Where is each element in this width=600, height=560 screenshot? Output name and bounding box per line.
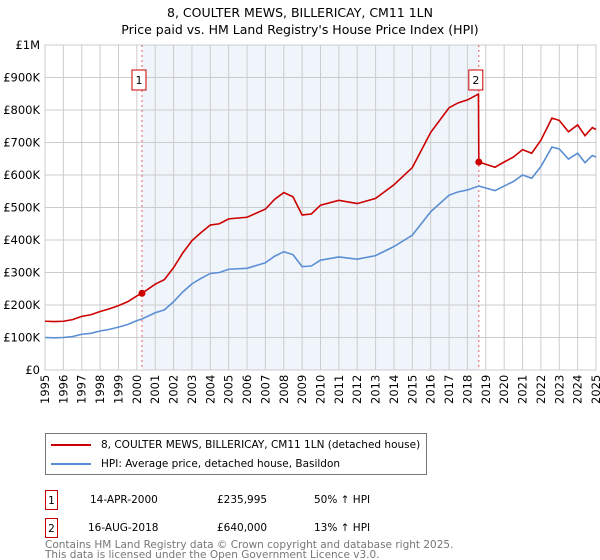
x-tick-label: 2019 [479,375,493,404]
x-tick-label: 2010 [314,375,328,404]
y-tick-label: £700K [3,136,40,150]
x-tick-label: 2007 [258,375,272,404]
x-tick-label: 2002 [167,375,181,404]
legend-label: 8, COULTER MEWS, BILLERICAY, CM11 1LN (d… [101,439,421,451]
x-tick-label: 2011 [332,375,346,404]
x-tick-label: 2021 [516,375,530,404]
x-tick-label: 2008 [277,375,291,404]
footer: Contains HM Land Registry data © Crown c… [45,540,453,560]
sale-badge: 1 [45,490,58,510]
legend-label: HPI: Average price, detached house, Basi… [101,458,341,470]
sale-badge: 2 [45,518,58,538]
plot-border [44,44,597,371]
legend-item-property: 8, COULTER MEWS, BILLERICAY, CM11 1LN (d… [51,436,420,454]
sale-date: 14-APR-2000 [90,494,158,506]
sale-label: 1 [135,74,142,87]
sale-label: 2 [472,74,479,87]
legend-swatch-red [51,444,91,446]
series-line [44,146,597,339]
x-tick-label: 2025 [589,375,600,404]
x-tick-label: 2016 [424,375,438,404]
x-tick-label: 2013 [369,375,383,404]
y-tick-label: £600K [3,168,40,182]
legend-item-hpi: HPI: Average price, detached house, Basi… [51,455,340,473]
x-tick-label: 2023 [552,375,566,404]
x-tick-label: 2014 [387,375,401,404]
y-tick-label: £0 [25,363,40,377]
x-tick-label: 2006 [240,375,254,404]
sale-price: £235,995 [217,494,268,506]
y-tick-label: £500K [3,201,40,215]
legend-swatch-blue [51,463,91,465]
sale-point [138,289,146,297]
x-tick-label: 2015 [405,375,419,404]
series-line [44,92,597,323]
y-tick-label: £800K [3,103,40,117]
footer-line: Contains HM Land Registry data © Crown c… [45,539,454,551]
x-tick-label: 2022 [534,375,548,404]
y-tick-label: £300K [3,266,40,280]
y-tick-label: £400K [3,233,40,247]
x-tick-label: 2009 [295,375,309,404]
x-tick-label: 2004 [203,375,217,404]
x-tick-label: 2020 [497,375,511,404]
sale-hpi: 13% ↑ HPI [314,522,371,534]
chart-subtitle: Price paid vs. HM Land Registry's House … [121,22,479,37]
chart-title: 8, COULTER MEWS, BILLERICAY, CM11 1LN [167,5,433,20]
x-tick-label: 2017 [442,375,456,404]
x-tick-label: 2005 [222,375,236,404]
x-tick-label: 1995 [38,375,52,404]
sale-label-box [468,69,484,91]
y-tick-label: £100K [3,331,40,345]
x-tick-label: 2001 [148,375,162,404]
x-tick-label: 2018 [460,375,474,404]
sale-price: £640,000 [217,522,268,534]
x-tick-label: 1998 [93,375,107,404]
y-tick-label: £900K [3,71,40,85]
x-tick-label: 2003 [185,375,199,404]
sale-hpi: 50% ↑ HPI [314,494,371,506]
x-tick-label: 1997 [75,375,89,404]
y-tick-label: £1M [15,38,40,52]
x-tick-label: 2000 [130,375,144,404]
x-tick-label: 1996 [56,375,70,404]
sale-point [475,158,483,166]
x-tick-label: 2012 [350,375,364,404]
x-tick-label: 2024 [571,375,585,404]
y-tick-label: £200K [3,298,40,312]
sale-date: 16-AUG-2018 [88,522,159,534]
footer-line: This data is licensed under the Open Gov… [45,549,380,560]
sale-label-box [131,69,147,91]
x-tick-label: 1999 [111,375,125,404]
plot-area: 1995 1996 1997 1998 1999 2000 2001 2002 2003 2004… [3,38,600,404]
legend: 8, COULTER MEWS, BILLERICAY, CM11 1LN (d… [45,433,427,475]
